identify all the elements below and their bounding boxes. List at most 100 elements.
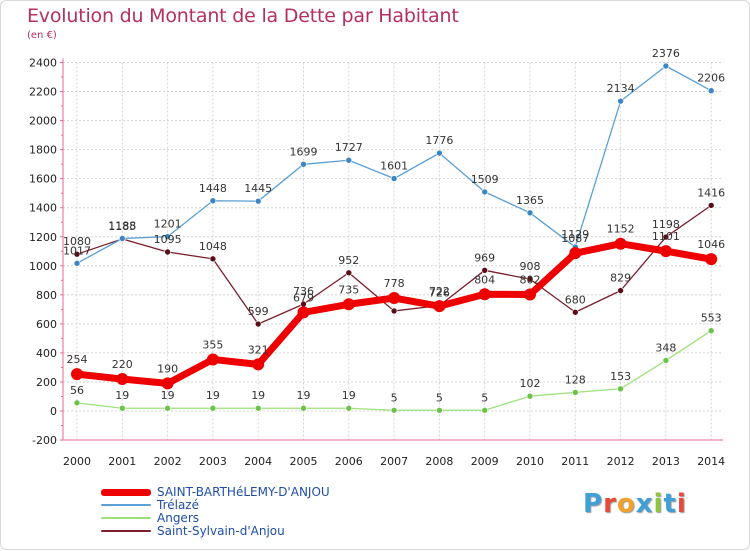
series-tr-laz-point <box>164 233 171 240</box>
series-tr-laz-point <box>254 197 262 205</box>
x-tick-label: 2006 <box>335 455 363 468</box>
series-tr-laz-point <box>209 197 217 205</box>
data-label: 2134 <box>607 82 635 95</box>
series-saint-sylvain-d-anjou-point <box>254 320 262 328</box>
y-tick-label: 1400 <box>29 202 57 215</box>
x-tick-label: 2011 <box>561 455 589 468</box>
legend-swatch <box>101 488 151 496</box>
data-label: 804 <box>474 273 495 286</box>
data-label: 726 <box>429 287 450 300</box>
series-saint-sylvain-d-anjou-point <box>345 269 353 277</box>
series-saint-sylvain-d-anjou-point <box>209 255 217 263</box>
data-label: 1699 <box>290 145 318 158</box>
series-saint-sylvain-d-anjou-point <box>73 250 81 258</box>
data-label: 680 <box>565 293 586 306</box>
data-label: 355 <box>202 338 223 351</box>
data-label: 722 <box>429 285 450 298</box>
data-label: 1201 <box>154 218 182 231</box>
series-saint-sylvain-d-anjou-point <box>707 202 715 209</box>
series-angers-point <box>571 389 579 396</box>
legend-swatch <box>101 517 151 519</box>
legend-label: Trélazé <box>157 498 199 512</box>
y-tick-label: 400 <box>36 347 57 360</box>
series-angers-point <box>390 406 398 414</box>
data-label: 19 <box>161 389 175 402</box>
data-labels: 1080 1185 1095 1048 599 736 952 726 969 908 680 829… <box>63 47 725 404</box>
series-angers-point <box>707 327 715 335</box>
data-label: 102 <box>520 377 541 390</box>
series-angers-point <box>481 406 489 414</box>
data-label: 1727 <box>335 141 363 154</box>
x-tick-label: 2013 <box>652 455 680 468</box>
data-label: 19 <box>297 389 311 402</box>
legend-label: SAINT-BARTHéLEMY-D'ANJOU <box>157 485 330 499</box>
series-saint-barth-lemy-d-anjou-point <box>433 300 446 313</box>
data-label: 908 <box>520 260 541 273</box>
x-tick-label: 2001 <box>108 455 136 468</box>
series-saint-sylvain-d-anjou-point <box>481 267 489 274</box>
series-angers-point <box>345 404 353 412</box>
series-angers-point <box>436 406 443 414</box>
x-tick-label: 2014 <box>697 455 725 468</box>
data-label: 778 <box>384 277 405 290</box>
data-label: 321 <box>248 343 269 356</box>
data-label: 19 <box>206 389 220 402</box>
data-label: 19 <box>115 389 129 402</box>
data-label: 5 <box>391 391 398 404</box>
legend-label: Saint-Sylvain-d'Anjou <box>157 524 285 538</box>
data-label: 1095 <box>154 233 182 246</box>
proxiti-logo: Proxiti <box>583 489 687 519</box>
series-tr-laz-point <box>300 161 307 168</box>
data-label: 969 <box>474 251 495 264</box>
series-saint-barth-lemy-d-anjou-point <box>705 253 718 266</box>
series-tr-laz <box>73 62 715 267</box>
data-label: 829 <box>610 272 631 285</box>
y-tick-label: -200 <box>32 434 57 447</box>
data-label: 1776 <box>425 134 453 147</box>
series-saint-barth-lemy-d-anjou-point <box>478 288 491 301</box>
series-angers-point <box>662 357 670 364</box>
series-saint-sylvain-d-anjou-point <box>571 308 579 316</box>
y-tick-label: 800 <box>36 289 57 302</box>
x-tick-label: 2010 <box>516 455 544 468</box>
data-label: 254 <box>67 353 88 366</box>
series-angers-point <box>300 404 307 412</box>
x-tick-label: 2008 <box>425 455 453 468</box>
series-angers-point <box>73 399 81 407</box>
unit-label: (en €) <box>27 30 57 41</box>
x-tick-label: 2003 <box>199 455 227 468</box>
legend-label: Angers <box>157 511 199 525</box>
data-label: 1365 <box>516 194 544 207</box>
data-label: 1445 <box>244 182 272 195</box>
series-saint-barth-lemy-d-anjou-point <box>569 247 582 260</box>
series-saint-barth-lemy-d-anjou-point <box>252 358 265 371</box>
series-tr-laz-point <box>526 209 534 217</box>
series-angers-point <box>119 404 126 412</box>
data-label: 1185 <box>108 220 136 233</box>
chart-title: Evolution du Montant de la Dette par Hab… <box>27 5 459 27</box>
x-tick-label: 2005 <box>290 455 318 468</box>
data-label: 1448 <box>199 182 227 195</box>
series-saint-barth-lemy-d-anjou-point <box>206 353 219 366</box>
y-tick-label: 200 <box>36 376 57 389</box>
series-angers-point <box>164 404 171 412</box>
data-label: 802 <box>520 274 541 287</box>
data-label: 348 <box>655 341 676 354</box>
series-angers-point <box>254 404 262 412</box>
y-tick-label: 2000 <box>29 115 57 128</box>
data-label: 599 <box>248 305 269 318</box>
series-saint-sylvain-d-anjou-point <box>617 287 624 294</box>
y-tick-label: 2200 <box>29 86 57 99</box>
data-label: 1152 <box>607 223 635 236</box>
data-label: 56 <box>70 384 84 397</box>
series-tr-laz-point <box>119 235 126 242</box>
data-label: 1129 <box>561 228 589 241</box>
data-label: 735 <box>338 283 359 296</box>
series-tr-laz-point <box>390 175 398 182</box>
legend-swatch <box>101 504 151 506</box>
series-saint-barth-lemy-d-anjou-point <box>116 373 129 386</box>
series-saint-barth-lemy-d-anjou-point <box>614 237 627 250</box>
data-label: 19 <box>251 389 265 402</box>
data-label: 1416 <box>697 186 725 199</box>
